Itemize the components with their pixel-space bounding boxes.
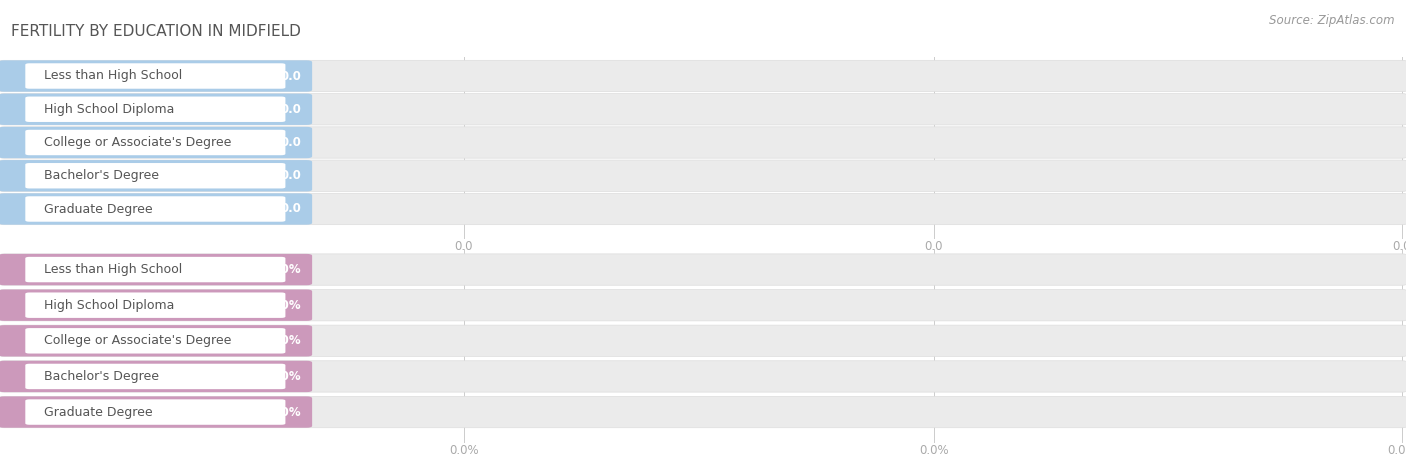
FancyBboxPatch shape	[0, 325, 1406, 356]
Text: Graduate Degree: Graduate Degree	[44, 406, 152, 418]
Text: Source: ZipAtlas.com: Source: ZipAtlas.com	[1270, 14, 1395, 27]
FancyBboxPatch shape	[25, 293, 285, 318]
Text: Bachelor's Degree: Bachelor's Degree	[44, 169, 159, 182]
FancyBboxPatch shape	[0, 290, 1406, 321]
FancyBboxPatch shape	[25, 96, 285, 122]
FancyBboxPatch shape	[25, 399, 285, 425]
Text: 0.0: 0.0	[1392, 240, 1406, 253]
Text: 0.0%: 0.0%	[1386, 444, 1406, 457]
Text: Bachelor's Degree: Bachelor's Degree	[44, 370, 159, 383]
Text: 0.0: 0.0	[454, 240, 474, 253]
FancyBboxPatch shape	[0, 60, 1406, 92]
Text: 0.0%: 0.0%	[449, 444, 479, 457]
FancyBboxPatch shape	[25, 163, 285, 189]
FancyBboxPatch shape	[0, 94, 1406, 125]
FancyBboxPatch shape	[25, 130, 285, 155]
FancyBboxPatch shape	[0, 193, 1406, 225]
Text: High School Diploma: High School Diploma	[44, 103, 174, 116]
FancyBboxPatch shape	[0, 160, 1406, 191]
Text: 0.0%: 0.0%	[269, 370, 301, 383]
FancyBboxPatch shape	[25, 196, 285, 222]
Text: Less than High School: Less than High School	[44, 69, 181, 83]
Text: 0.0%: 0.0%	[269, 263, 301, 276]
Text: High School Diploma: High School Diploma	[44, 299, 174, 312]
Text: Graduate Degree: Graduate Degree	[44, 202, 152, 216]
FancyBboxPatch shape	[0, 396, 312, 428]
FancyBboxPatch shape	[0, 290, 312, 321]
FancyBboxPatch shape	[0, 254, 1406, 285]
Text: College or Associate's Degree: College or Associate's Degree	[44, 334, 231, 347]
Text: Less than High School: Less than High School	[44, 263, 181, 276]
Text: 0.0: 0.0	[280, 169, 301, 182]
Text: College or Associate's Degree: College or Associate's Degree	[44, 136, 231, 149]
FancyBboxPatch shape	[0, 361, 1406, 392]
Text: FERTILITY BY EDUCATION IN MIDFIELD: FERTILITY BY EDUCATION IN MIDFIELD	[11, 24, 301, 39]
Text: 0.0: 0.0	[280, 69, 301, 83]
FancyBboxPatch shape	[0, 396, 1406, 428]
FancyBboxPatch shape	[0, 127, 1406, 158]
FancyBboxPatch shape	[25, 63, 285, 89]
Text: 0.0%: 0.0%	[269, 334, 301, 347]
Text: 0.0: 0.0	[924, 240, 943, 253]
Text: 0.0: 0.0	[280, 103, 301, 116]
FancyBboxPatch shape	[0, 193, 312, 225]
FancyBboxPatch shape	[25, 364, 285, 389]
FancyBboxPatch shape	[0, 60, 312, 92]
FancyBboxPatch shape	[0, 127, 312, 158]
FancyBboxPatch shape	[25, 328, 285, 353]
Text: 0.0%: 0.0%	[269, 406, 301, 418]
FancyBboxPatch shape	[0, 361, 312, 392]
FancyBboxPatch shape	[25, 257, 285, 282]
FancyBboxPatch shape	[0, 254, 312, 285]
FancyBboxPatch shape	[0, 160, 312, 191]
FancyBboxPatch shape	[0, 325, 312, 356]
Text: 0.0: 0.0	[280, 202, 301, 216]
Text: 0.0: 0.0	[280, 136, 301, 149]
FancyBboxPatch shape	[0, 94, 312, 125]
Text: 0.0%: 0.0%	[269, 299, 301, 312]
Text: 0.0%: 0.0%	[918, 444, 949, 457]
